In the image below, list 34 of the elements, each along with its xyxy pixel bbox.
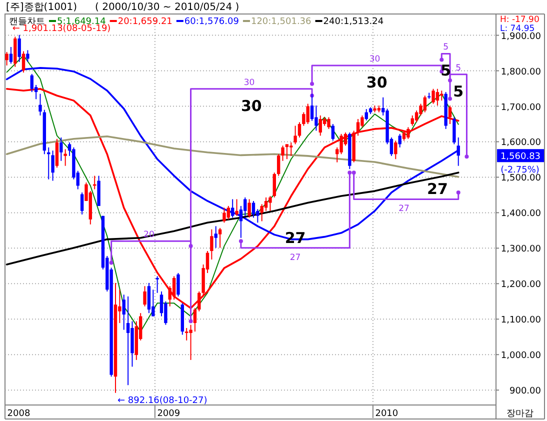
annotation: 5 — [456, 63, 462, 74]
annotation: 30 — [240, 96, 262, 115]
annotation: 27 — [427, 180, 448, 198]
chart-subtitle: ( 2000/10/30 ~ 2010/05/24 ) — [95, 2, 240, 13]
chart-title: [주]종합(1001) — [6, 2, 78, 13]
y-tick-label: 1,700.00 — [500, 102, 542, 113]
legend-label: 20:1,659.21 — [118, 17, 172, 27]
text: 1,560.83 — [500, 152, 541, 162]
text: H: -17.90 — [500, 15, 540, 25]
y-tick-label: 1,000.00 — [500, 351, 542, 362]
y-tick-label: 1,900.00 — [500, 32, 542, 42]
y-tick-label: 1,100.00 — [500, 316, 542, 326]
legend-label: 60:1,576.09 — [184, 17, 240, 27]
text: 장마감 — [506, 409, 534, 419]
annotation: 5 — [443, 42, 449, 53]
y-tick-label: 1,600.00 — [500, 138, 542, 148]
y-tick-label: 1,500.00 — [500, 174, 542, 184]
y-tick-label: 1,300.00 — [500, 244, 542, 255]
x-tick-label: 2009 — [157, 409, 180, 419]
y-tick-label: 1,400.00 — [500, 209, 542, 220]
annotation: 30 — [366, 73, 388, 92]
legend-label: 240:1,513.24 — [323, 17, 384, 27]
y-tick-label: 1,200.00 — [500, 280, 542, 290]
annotation: 27 — [290, 252, 301, 263]
annotation: 5 — [453, 82, 464, 100]
annotation: 30 — [244, 78, 255, 88]
y-tick-label: 900.00 — [510, 386, 542, 397]
y-tick-label: 1,800.00 — [500, 67, 542, 78]
x-tick-label: 2010 — [375, 409, 398, 419]
annotation: 27 — [398, 204, 410, 214]
legend-label: 120:1,501.36 — [250, 17, 312, 27]
annotation: 30 — [369, 54, 380, 64]
annotation: ← 892.16(08-10-27) — [118, 396, 208, 406]
x-tick-label: 2008 — [7, 409, 30, 419]
